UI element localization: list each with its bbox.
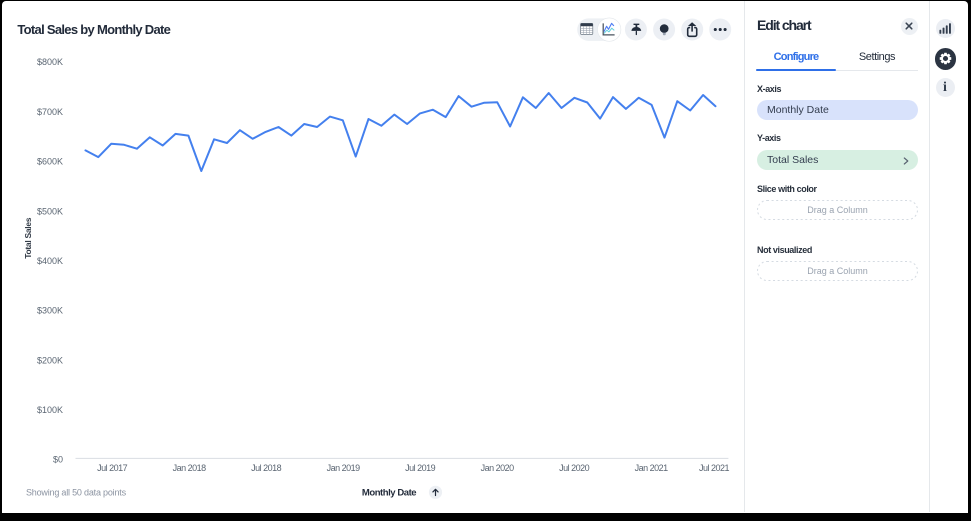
svg-text:Jul 2021: Jul 2021: [699, 463, 730, 473]
svg-text:Total Sales by Monthly Date: Total Sales by Monthly Date: [17, 22, 170, 37]
svg-text:$400K: $400K: [37, 256, 63, 266]
svg-text:$0: $0: [53, 455, 63, 465]
svg-text:Showing all 50 data points: Showing all 50 data points: [26, 488, 127, 498]
svg-text:$100K: $100K: [37, 405, 63, 415]
svg-text:$200K: $200K: [37, 355, 63, 365]
svg-text:Jul 2017: Jul 2017: [97, 463, 128, 473]
svg-text:Jul 2018: Jul 2018: [251, 463, 282, 473]
svg-text:Total Sales: Total Sales: [23, 217, 33, 259]
svg-text:Jul 2020: Jul 2020: [559, 463, 590, 473]
svg-text:$600K: $600K: [37, 157, 63, 167]
svg-text:Jul 2019: Jul 2019: [405, 463, 436, 473]
svg-text:Jan 2019: Jan 2019: [327, 463, 361, 473]
svg-text:Monthly Date: Monthly Date: [362, 488, 416, 499]
svg-text:Jan 2020: Jan 2020: [481, 463, 515, 473]
svg-text:$500K: $500K: [37, 206, 63, 216]
svg-text:$300K: $300K: [37, 306, 63, 316]
svg-text:$800K: $800K: [37, 57, 63, 67]
svg-text:Jan 2018: Jan 2018: [173, 463, 207, 473]
svg-text:Jan 2021: Jan 2021: [635, 463, 669, 473]
svg-text:$700K: $700K: [37, 107, 63, 117]
